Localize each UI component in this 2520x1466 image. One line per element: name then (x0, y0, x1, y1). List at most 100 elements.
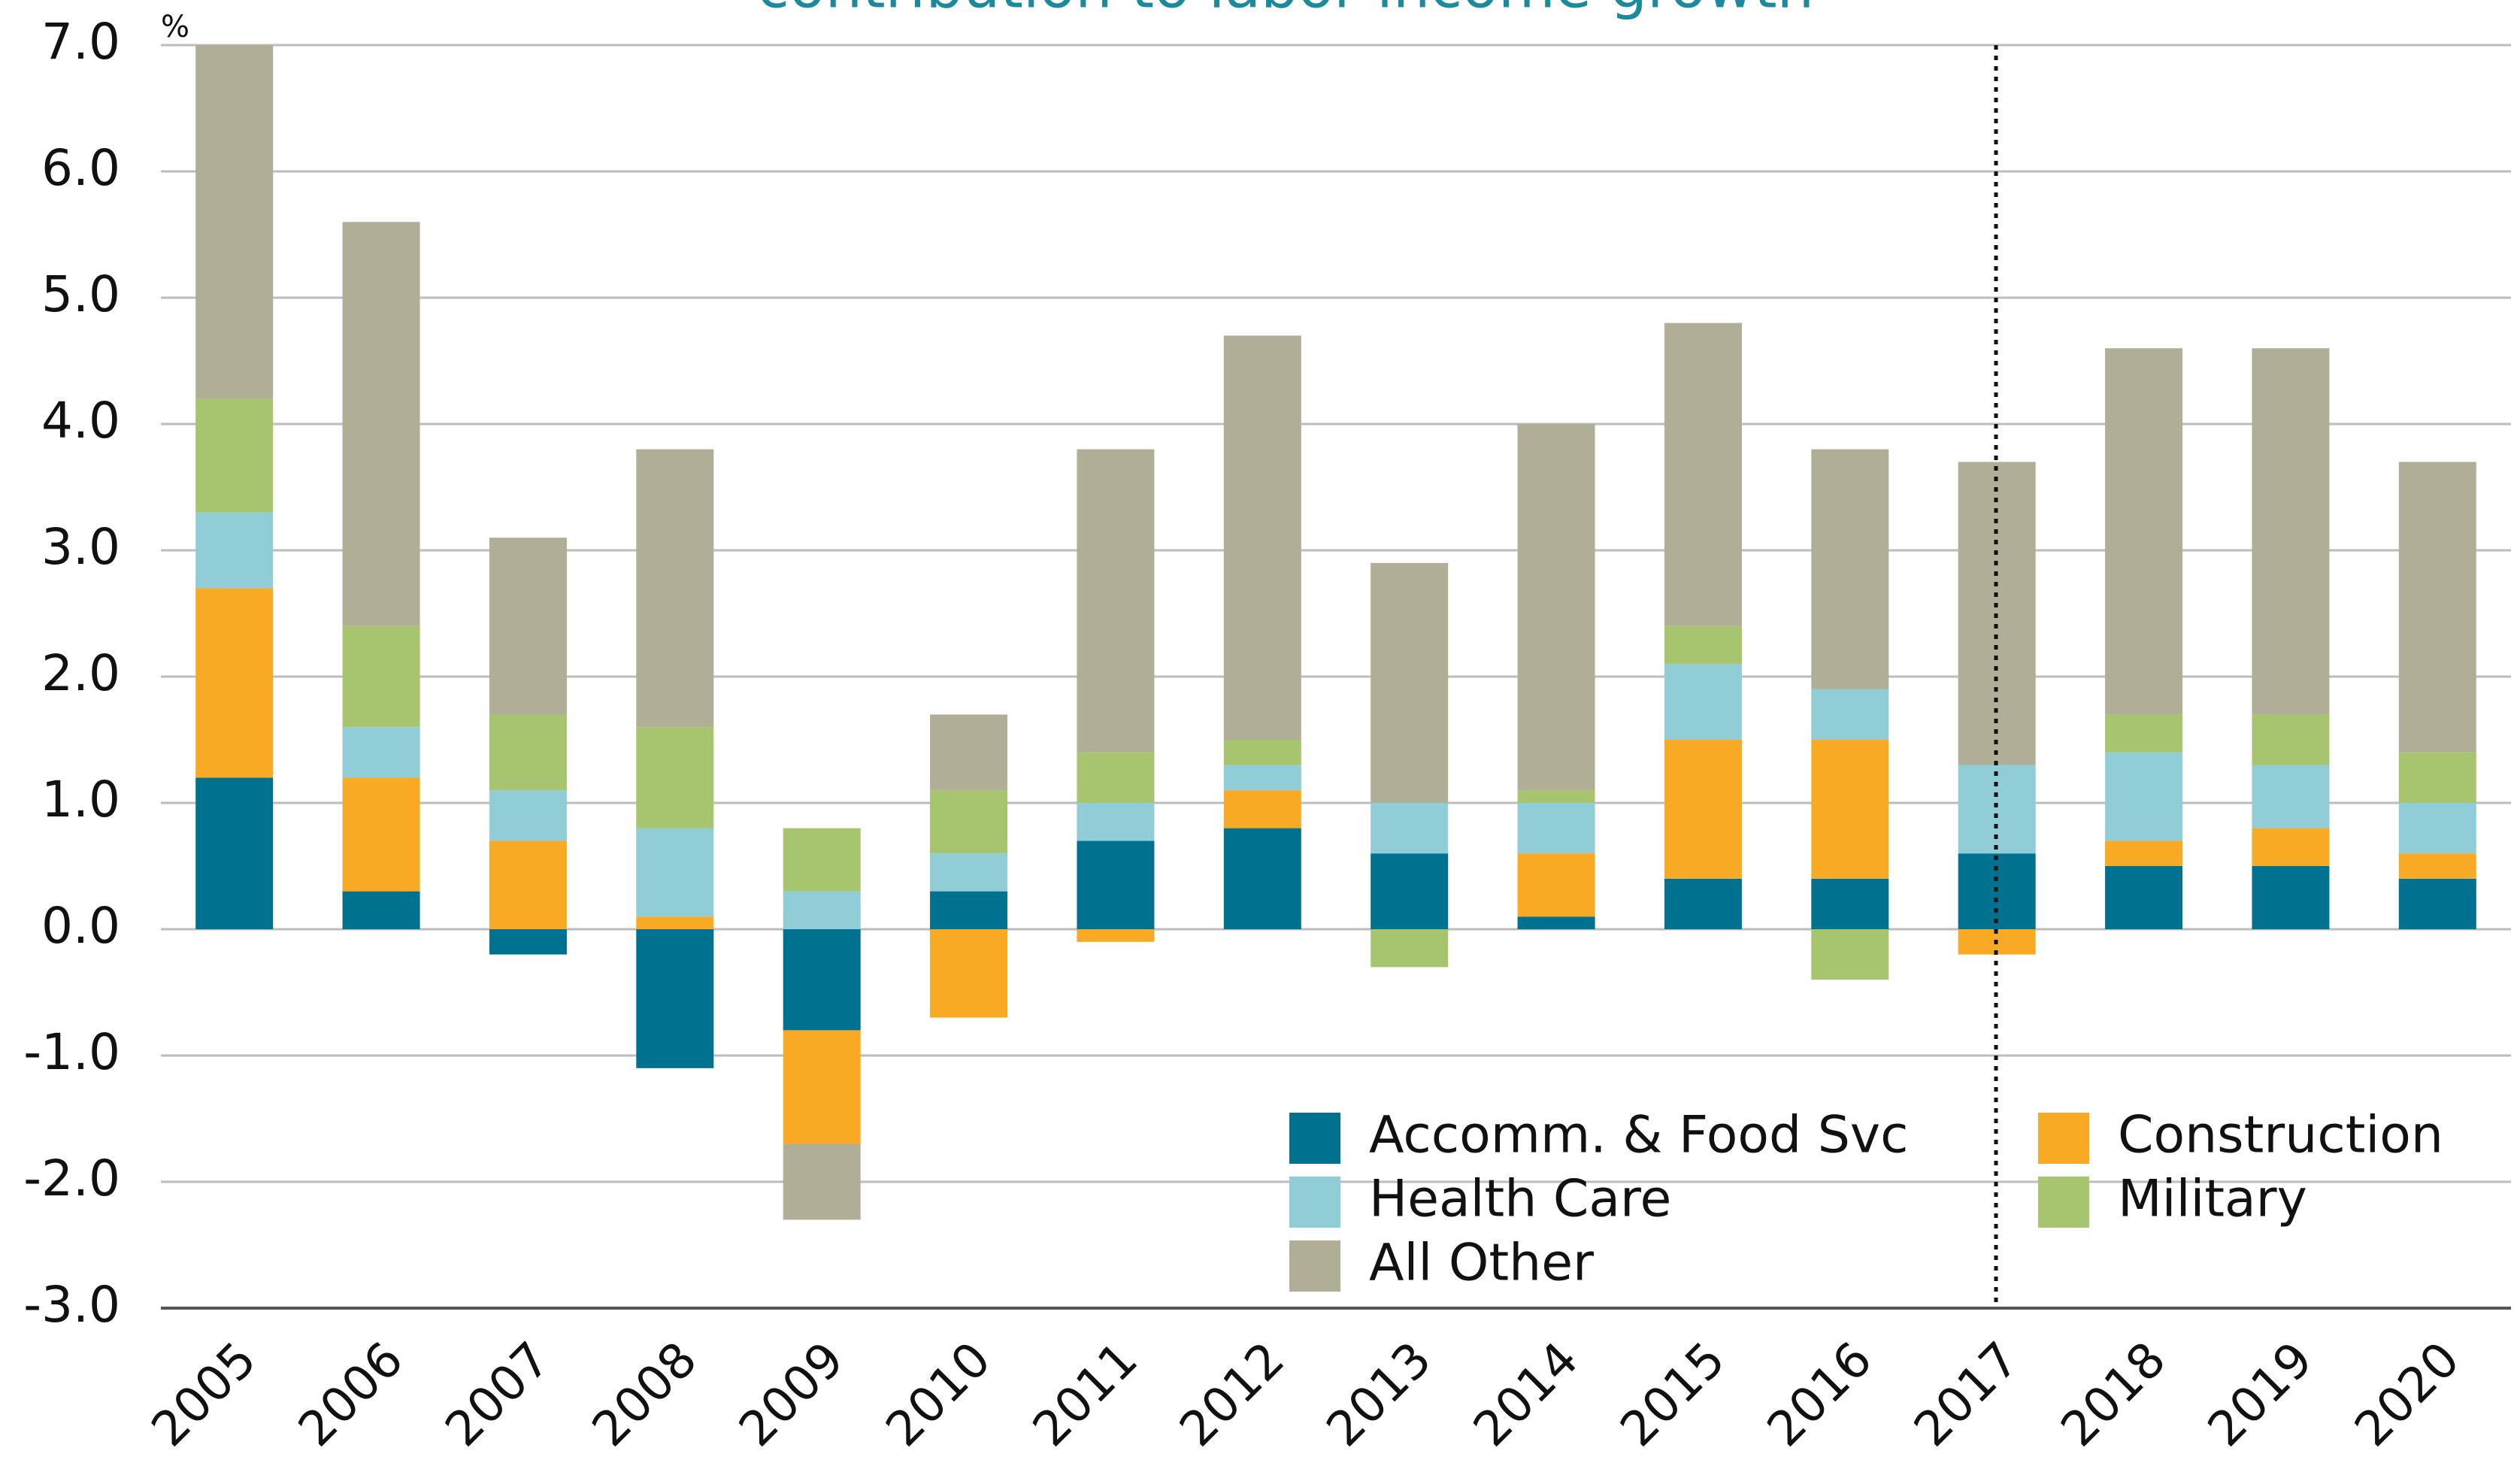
bar-segment (342, 625, 420, 728)
bar-segment (2252, 866, 2330, 929)
y-tick-label: 0.0 (41, 897, 120, 955)
bar-segment (342, 222, 420, 626)
bar-segment (636, 449, 714, 728)
legend-swatch (2038, 1177, 2089, 1228)
bar-segment (1811, 929, 1889, 980)
x-tick-label: 2007 (435, 1331, 561, 1457)
bar-segment (2105, 866, 2183, 929)
bar-segment (636, 828, 714, 917)
legend-label: Construction (2118, 1106, 2443, 1165)
bar-segment (342, 727, 420, 778)
bar-segment (2398, 752, 2476, 803)
bar-segment (2105, 752, 2183, 841)
bar-segment (1958, 765, 2036, 854)
bar-segment (195, 398, 274, 513)
y-tick-label: 5.0 (41, 265, 120, 323)
y-unit: % (161, 10, 189, 44)
legend-swatch (1289, 1240, 1340, 1292)
bar-segment (2398, 853, 2476, 879)
bar-segment (636, 727, 714, 828)
bar-segment (783, 1143, 861, 1220)
bar-segment (2252, 765, 2330, 828)
bar-segment (2252, 828, 2330, 866)
x-tick-label: 2011 (1022, 1331, 1148, 1457)
x-tick-label: 2016 (1757, 1331, 1882, 1457)
bar-segment (195, 512, 274, 589)
bar-segment (1811, 740, 1889, 879)
y-tick-label: 2.0 (41, 644, 120, 702)
bar-segment (342, 777, 420, 892)
bar-segment (783, 828, 861, 892)
y-tick-label: 3.0 (41, 518, 120, 576)
bar-segment (2398, 462, 2476, 753)
bar-segment (1811, 878, 1889, 929)
y-tick-label: 1.0 (41, 771, 120, 828)
bar-segment (1811, 689, 1889, 740)
x-tick-label: 2020 (2345, 1331, 2470, 1457)
bar-segment (1371, 562, 1449, 803)
legend-swatch (1289, 1177, 1340, 1228)
bar-segment (1077, 929, 1155, 942)
bar-segment (1223, 765, 1301, 791)
x-tick-label: 2010 (876, 1331, 1001, 1457)
legend-swatch (2038, 1113, 2089, 1164)
legend-swatch (1289, 1113, 1340, 1164)
bar-segment (2105, 714, 2183, 753)
bar-segment (1664, 740, 1742, 879)
bar-segment (1223, 740, 1301, 765)
y-tick-label: -2.0 (23, 1149, 120, 1207)
bar-segment (1077, 752, 1155, 803)
bar-segment (2252, 348, 2330, 715)
bar-segment (1223, 335, 1301, 740)
bar-segment (2252, 714, 2330, 765)
bar-segment (2105, 348, 2183, 715)
chart-title: contribution to labor income growth (757, 0, 1814, 21)
bar-segment (342, 891, 420, 929)
bar-segment (783, 891, 861, 929)
bar-segment (489, 841, 567, 929)
bar-segment (783, 929, 861, 1031)
bar-segment (930, 790, 1008, 854)
bar-segment (1664, 878, 1742, 929)
bar-segment (1664, 625, 1742, 665)
y-tick-label: 4.0 (41, 392, 120, 450)
bar-segment (1517, 803, 1595, 854)
bar-segment (930, 891, 1008, 929)
legend-label: Military (2118, 1170, 2307, 1229)
x-tick-label: 2005 (141, 1331, 267, 1457)
bar-segment (195, 777, 274, 929)
bar-segment (1371, 853, 1449, 929)
bar-segment (930, 929, 1008, 1018)
bar-segment (1077, 841, 1155, 929)
bar-segment (195, 45, 274, 399)
bar-segment (1517, 853, 1595, 917)
legend-label: Accomm. & Food Svc (1369, 1106, 1909, 1165)
bar-segment (489, 929, 567, 955)
legend-label: Health Care (1369, 1170, 1671, 1229)
bar-segment (1371, 803, 1449, 854)
bar-segment (489, 714, 567, 791)
x-tick-label: 2012 (1170, 1331, 1295, 1457)
x-tick-label: 2013 (1316, 1331, 1442, 1457)
bar-segment (930, 714, 1008, 791)
bar-segment (2398, 878, 2476, 929)
bar-segment (636, 929, 714, 1068)
bar-segment (783, 1030, 861, 1144)
bar-segment (1517, 916, 1595, 929)
bar-segment (1811, 449, 1889, 689)
y-tick-label: -3.0 (23, 1276, 120, 1334)
y-tick-label: 6.0 (41, 139, 120, 197)
y-tick-label: -1.0 (23, 1023, 120, 1081)
bar-segment (1223, 790, 1301, 828)
bar-segment (1077, 449, 1155, 753)
bar-segment (2398, 803, 2476, 854)
bar-segment (1077, 803, 1155, 841)
x-tick-label: 2019 (2197, 1331, 2323, 1457)
bar-segment (636, 916, 714, 929)
bar-segment (1223, 828, 1301, 929)
y-tick-label: 7.0 (41, 13, 120, 71)
x-tick-label: 2006 (288, 1331, 413, 1457)
x-tick-label: 2015 (1610, 1331, 1736, 1457)
x-tick-label: 2014 (1463, 1331, 1589, 1457)
